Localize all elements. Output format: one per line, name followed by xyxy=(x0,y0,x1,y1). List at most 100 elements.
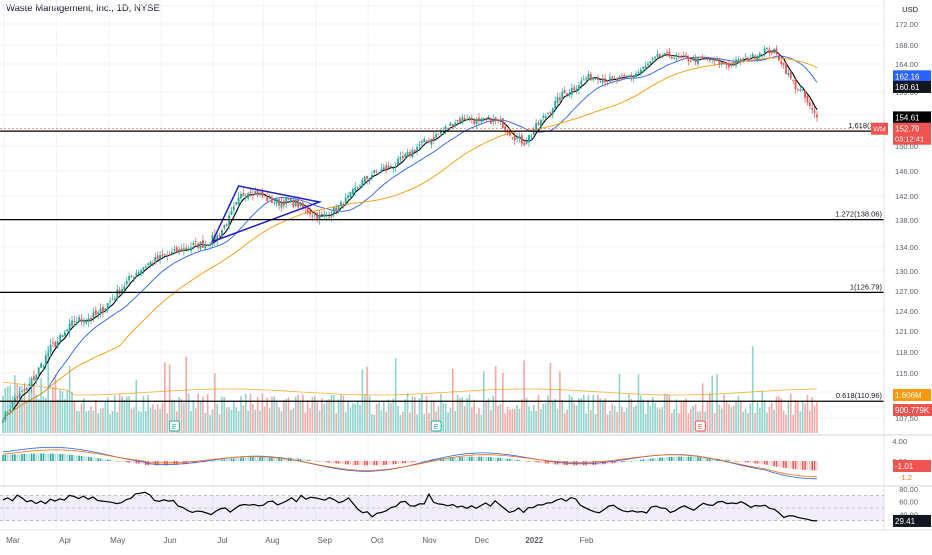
candle-body xyxy=(54,341,57,348)
moving-averages xyxy=(2,49,818,421)
candle-body xyxy=(173,249,176,251)
macd-histogram-bar xyxy=(266,456,268,461)
macd-histogram-bar xyxy=(78,455,80,461)
volume-bar xyxy=(349,407,352,433)
candle-body xyxy=(9,408,12,412)
volume-bar xyxy=(106,397,109,433)
volume-bar xyxy=(594,414,597,433)
volume-bar xyxy=(237,411,240,433)
candle-body xyxy=(266,197,269,201)
volume-bar xyxy=(242,405,245,433)
macd-histogram-bar xyxy=(254,456,257,461)
macd-histogram-bar xyxy=(152,461,154,466)
volume-bar xyxy=(244,393,247,433)
volume-bar xyxy=(321,398,323,433)
macd-histogram-bar xyxy=(85,456,88,461)
volume-bar xyxy=(740,400,742,433)
macd-histogram-bar xyxy=(456,457,459,461)
macd-histogram-bar xyxy=(654,458,656,461)
candle-body xyxy=(478,117,480,120)
volume-bar xyxy=(713,413,716,433)
candle-body xyxy=(780,61,783,64)
volume-bar xyxy=(325,399,328,433)
volume-bar xyxy=(404,399,407,433)
volume-bar xyxy=(209,414,211,433)
macd-histogram-bar xyxy=(704,457,706,461)
volume-bar xyxy=(442,402,445,433)
volume-bar xyxy=(518,408,521,433)
candle-body xyxy=(711,58,714,60)
volume-bar xyxy=(283,400,285,433)
volume-bar xyxy=(649,405,652,433)
volume-bar xyxy=(480,414,483,433)
candle-body xyxy=(485,119,488,121)
candle-body xyxy=(178,249,181,252)
candle-body xyxy=(578,85,580,90)
candle-body xyxy=(294,200,297,206)
candle-body xyxy=(523,142,526,146)
macd-line xyxy=(2,447,818,480)
volume-bar xyxy=(335,413,337,433)
volume-bar xyxy=(506,406,509,433)
time-tick-label: May xyxy=(110,536,125,545)
candle-body xyxy=(275,198,278,204)
volume-bar xyxy=(164,362,166,433)
candle-body xyxy=(656,53,659,57)
volume-bar xyxy=(425,396,428,433)
candle-body xyxy=(777,55,780,61)
volume-bar xyxy=(409,412,411,433)
candle-body xyxy=(630,75,633,78)
macd-histogram-bar xyxy=(621,461,623,463)
volume-bar xyxy=(99,408,102,433)
volume-bar xyxy=(366,366,368,433)
candle-body xyxy=(658,54,661,57)
macd-histogram-bar xyxy=(544,461,547,464)
earnings-marker-label: E xyxy=(434,424,439,431)
volume-bar xyxy=(378,402,380,433)
macd-histogram-bar xyxy=(623,461,625,462)
candle-body xyxy=(639,69,642,74)
volume-bar xyxy=(52,387,54,433)
macd-histogram-bar xyxy=(680,456,683,461)
candle-body xyxy=(406,151,409,157)
macd-histogram-bar xyxy=(480,456,483,461)
volume-bar xyxy=(264,406,266,433)
macd-histogram-bar xyxy=(656,457,659,461)
candle-body xyxy=(520,135,523,144)
candle-body xyxy=(551,108,554,114)
candle-body xyxy=(373,169,376,173)
macd-histogram-bar xyxy=(413,461,416,462)
volume-bar xyxy=(513,408,516,433)
macd-histogram-bar xyxy=(333,461,335,464)
volume-bar xyxy=(423,413,426,433)
candle-body xyxy=(613,78,616,80)
sma-short-line xyxy=(2,49,818,421)
macd-histogram-bar xyxy=(221,459,223,461)
macd-series xyxy=(2,447,818,480)
volume-bar xyxy=(499,403,502,433)
macd-histogram-bar xyxy=(59,453,61,461)
candle-body xyxy=(628,76,630,78)
macd-histogram-bar xyxy=(551,461,554,465)
candle-body xyxy=(11,400,14,408)
volume-bar xyxy=(478,407,480,433)
macd-histogram-bar xyxy=(335,461,337,464)
candle-body xyxy=(728,64,730,68)
volume-bar xyxy=(556,408,559,433)
candle-body xyxy=(816,114,818,118)
candle-body xyxy=(99,308,102,314)
volume-bar xyxy=(68,365,71,433)
candle-body xyxy=(451,124,454,127)
volume-bar xyxy=(166,413,169,433)
macd-histogram-bar xyxy=(52,453,54,461)
candle-body xyxy=(83,322,85,324)
candle-body xyxy=(342,203,345,207)
volume-bar xyxy=(540,409,542,433)
volume-bar xyxy=(437,406,440,433)
macd-histogram-bar xyxy=(363,461,366,466)
candle-body xyxy=(4,411,7,421)
candle-body xyxy=(56,341,59,347)
volume-bar xyxy=(432,400,435,433)
